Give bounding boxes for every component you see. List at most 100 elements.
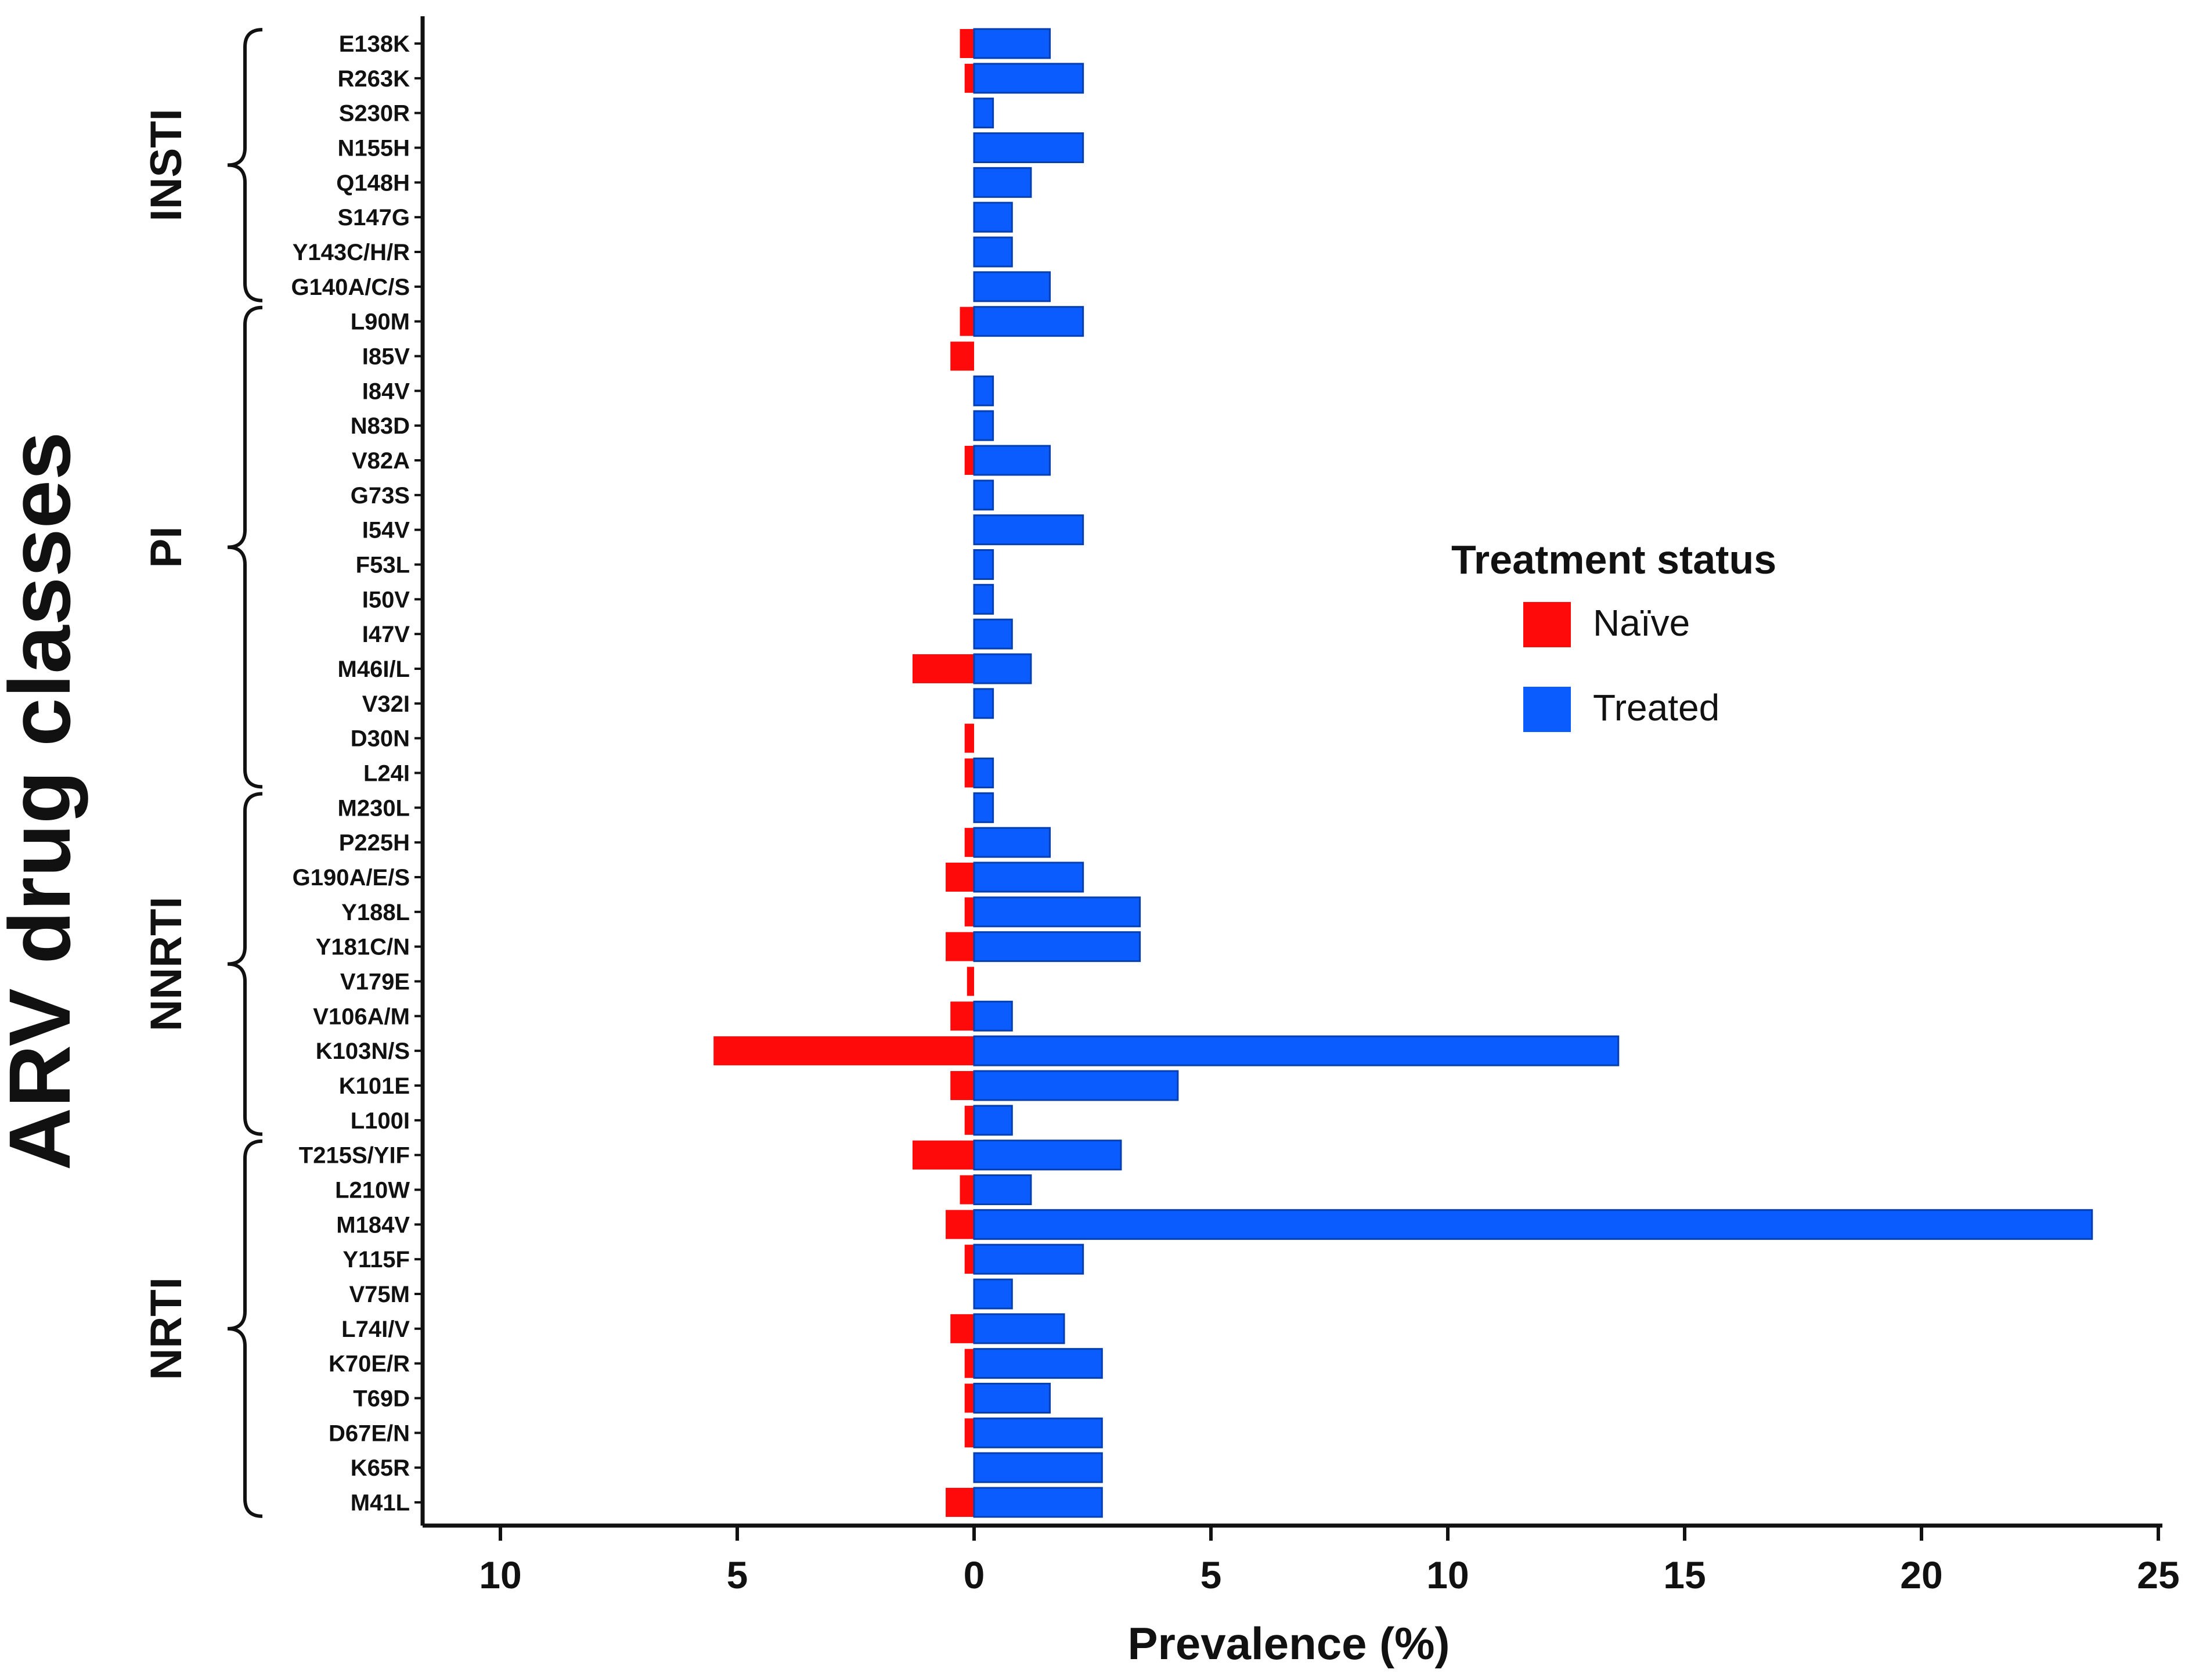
bar-naive-D67E/N: [964, 1418, 974, 1448]
y-tick-label: E138K: [339, 31, 410, 57]
bar-treated-G140A/C/S: [973, 271, 1051, 302]
bar-treated-R263K: [973, 63, 1084, 94]
y-tick-label: I84V: [362, 378, 410, 404]
y-tick-label: I54V: [362, 518, 410, 543]
bar-treated-L90M: [973, 306, 1084, 337]
y-tick-label: M41L: [351, 1490, 410, 1516]
bracket-pi: [227, 305, 263, 789]
class-labels: INSTI PI NNRTI NRTI: [142, 109, 191, 1380]
mutation-labels: E138K R263K S230R N155H Q148H S147G Y143C/H/R G…: [291, 31, 423, 1516]
y-tick-label: Q148H: [336, 170, 410, 196]
bar-treated-L210W: [973, 1174, 1032, 1205]
class-label-pi: PI: [142, 527, 191, 568]
bar-treated-V32I: [973, 688, 994, 719]
y-tick-label: K101E: [339, 1073, 410, 1099]
x-ticks: 10 5 0 5 10 15 20 25: [479, 1526, 2180, 1596]
y-tick-label: V106A/M: [313, 1004, 410, 1029]
y-tick-label: M184V: [336, 1212, 410, 1238]
y-tick-label: M230L: [338, 795, 410, 821]
y-tick-label: K103N/S: [316, 1039, 410, 1064]
y-tick-label: L210W: [335, 1178, 410, 1203]
legend-label-0: Naïve: [1593, 602, 1690, 644]
class-label-nnrti: NNRTI: [142, 896, 191, 1031]
bar-treated-S230R: [973, 98, 994, 129]
bar-treated-K103N/S: [973, 1035, 1620, 1066]
bar-treated-P225H: [973, 827, 1051, 858]
bar-treated-I50V: [973, 583, 994, 615]
bar-treated-T215S/YIF: [973, 1140, 1122, 1171]
bar-naive-K101E: [950, 1071, 974, 1100]
bar-treated-I47V: [973, 618, 1013, 650]
y-tick-label: Y143C/H/R: [293, 240, 410, 265]
y-tick-label: V82A: [352, 448, 410, 474]
x-tick-label: 25: [2137, 1553, 2179, 1596]
bar-treated-K70E/R: [973, 1348, 1103, 1379]
bar-naive-M41L: [946, 1488, 974, 1517]
legend-label-1: Treated: [1593, 687, 1719, 729]
bar-naive-P225H: [964, 828, 974, 857]
bar-treated-M41L: [973, 1487, 1103, 1518]
y-tick-label: M46I/L: [338, 657, 410, 682]
y-tick-label: D30N: [351, 726, 410, 752]
bar-treated-Y115F: [973, 1243, 1084, 1275]
y-tick-label: I85V: [362, 344, 410, 370]
y-tick-label: S230R: [339, 101, 410, 127]
y-tick-label: V32I: [362, 691, 410, 717]
y-tick-label: L100I: [351, 1108, 410, 1134]
y-tick-label: P225H: [339, 830, 410, 856]
bar-treated-K101E: [973, 1070, 1179, 1101]
y-tick-label: F53L: [356, 553, 410, 578]
bar-naive-E138K: [960, 29, 974, 58]
y-tick-label: G190A/E/S: [293, 865, 410, 891]
y-tick-label: Y188L: [341, 900, 410, 925]
x-tick-label: 15: [1663, 1553, 1706, 1596]
bar-naive-M184V: [946, 1210, 974, 1239]
bracket-nnrti: [227, 792, 263, 1136]
bar-naive-L210W: [960, 1175, 974, 1205]
bar-treated-N83D: [973, 410, 994, 441]
bar-naive-L74I/V: [950, 1314, 974, 1343]
bar-treated-T69D: [973, 1383, 1051, 1414]
bar-treated-I54V: [973, 514, 1084, 546]
bar-naive-V82A: [964, 446, 974, 475]
bracket-nrti: [227, 1139, 263, 1518]
y-axis-title: ARV drug classes: [0, 432, 88, 1171]
bracket-insti: [227, 28, 263, 302]
x-tick-label: 10: [479, 1553, 521, 1596]
bar-treated-M46I/L: [973, 653, 1032, 684]
bar-naive-G190A/E/S: [946, 863, 974, 892]
bar-naive-D30N: [964, 723, 974, 753]
y-tick-label: V75M: [349, 1282, 410, 1307]
bar-treated-I84V: [973, 375, 994, 406]
bar-treated-L100I: [973, 1105, 1013, 1136]
bar-treated-E138K: [973, 28, 1051, 59]
bar-naive-L90M: [960, 307, 974, 336]
bar-naive-T215S/YIF: [912, 1140, 974, 1170]
y-tick-label: V179E: [340, 969, 410, 995]
y-tick-label: S147G: [337, 205, 410, 230]
y-tick-label: G73S: [351, 483, 410, 509]
bar-treated-L74I/V: [973, 1313, 1065, 1344]
bar-treated-K65R: [973, 1452, 1103, 1483]
class-label-nrti: NRTI: [142, 1277, 191, 1380]
bar-naive-L24I: [964, 758, 974, 788]
bar-naive-Y188L: [964, 897, 974, 926]
bar-treated-D67E/N: [973, 1417, 1103, 1448]
y-tick-label: I47V: [362, 622, 410, 647]
x-axis-title: Prevalence (%): [1128, 1618, 1450, 1669]
x-tick-label: 0: [964, 1553, 985, 1596]
class-label-insti: INSTI: [142, 109, 191, 221]
bar-treated-G73S: [973, 480, 994, 511]
y-tick-label: T69D: [353, 1386, 410, 1412]
legend-swatch-1: [1523, 687, 1571, 732]
bar-naive-V106A/M: [950, 1001, 974, 1031]
bar-treated-G190A/E/S: [973, 861, 1084, 893]
bar-treated-M184V: [973, 1209, 2093, 1240]
y-tick-label: Y181C/N: [316, 935, 410, 960]
bar-naive-Y115F: [964, 1245, 974, 1274]
bar-treated-Y181C/N: [973, 931, 1141, 962]
y-tick-label: L24I: [363, 761, 410, 787]
y-tick-label: Y115F: [342, 1247, 410, 1272]
class-brackets: [227, 28, 263, 1518]
